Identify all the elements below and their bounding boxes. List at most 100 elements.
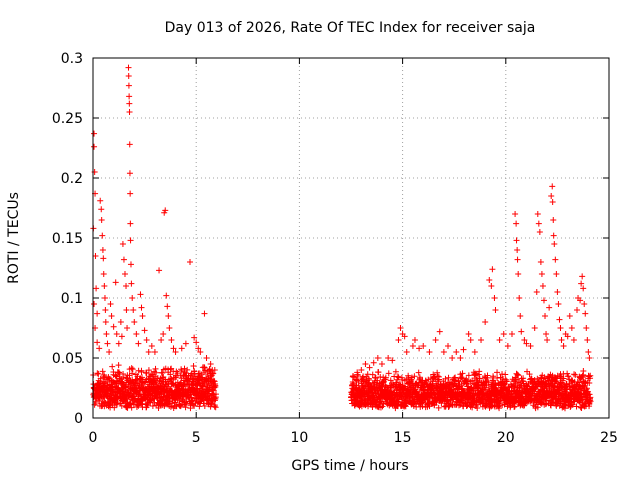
roti-point (148, 343, 155, 349)
roti-point-band (164, 383, 171, 390)
roti-point (489, 266, 496, 273)
plot-frame (92, 57, 610, 419)
roti-point (103, 331, 110, 337)
y-tick-label: 0.25 (52, 111, 83, 127)
roti-point (113, 331, 120, 337)
roti-point (102, 319, 109, 325)
roti-point-band (184, 366, 191, 373)
roti-point-band (369, 371, 376, 378)
roti-point (555, 301, 562, 307)
y-axis-label: ROTI / TECUs (6, 192, 22, 284)
roti-point (557, 325, 564, 331)
roti-point (395, 337, 402, 343)
roti-point (556, 316, 563, 323)
roti-point (106, 349, 113, 355)
roti-point (582, 310, 589, 317)
roti-point (445, 343, 452, 349)
roti-point-band (139, 374, 146, 381)
y-tick-label: 0 (74, 411, 83, 427)
roti-point (156, 267, 163, 274)
roti-point (207, 361, 214, 367)
roti-point-band (95, 370, 102, 377)
roti-point (137, 291, 144, 298)
roti-point (488, 283, 495, 289)
roti-point (460, 346, 467, 353)
roti-point (513, 237, 520, 244)
roti-point (403, 349, 410, 355)
roti-point (457, 355, 464, 361)
roti-point (93, 285, 100, 292)
roti-point (568, 325, 575, 331)
roti-point-band (115, 379, 122, 386)
x-axis-ticks: 0 5 10 15 20 25 (89, 58, 618, 446)
roti-point (440, 349, 447, 355)
roti-point-band (145, 367, 152, 374)
roti-point (552, 256, 559, 263)
roti-point (537, 259, 544, 265)
roti-point (124, 325, 131, 331)
roti-point (518, 328, 525, 335)
roti-point (542, 313, 549, 319)
roti-point-band (387, 377, 394, 384)
roti-point (97, 197, 104, 204)
roti-point-band (138, 368, 145, 375)
roti-point (550, 232, 557, 239)
roti-point (126, 170, 133, 177)
roti-point-band (191, 402, 198, 409)
roti-point-band (375, 369, 382, 376)
roti-point-band (212, 382, 219, 389)
roti-point (426, 349, 433, 355)
roti-point-band (120, 374, 127, 381)
roti-point-band (181, 365, 188, 372)
roti-point (378, 361, 385, 367)
roti-point-band (94, 370, 101, 377)
roti-point-band (148, 371, 155, 378)
roti-point (99, 247, 106, 253)
roti-point (549, 183, 556, 190)
chart-title: Day 013 of 2026, Rate Of TEC Index for r… (165, 20, 536, 36)
roti-point (139, 313, 146, 319)
roti-point-band (202, 367, 209, 374)
roti-point (151, 349, 158, 355)
roti-point (129, 295, 136, 301)
roti-point (584, 337, 591, 343)
roti-point-band (167, 375, 174, 382)
roti-point (187, 259, 194, 265)
roti-point (548, 193, 555, 199)
roti-point (366, 364, 373, 371)
roti-point-band (115, 362, 122, 369)
roti-point (535, 220, 542, 227)
roti-point (362, 361, 369, 367)
roti-point (504, 343, 511, 349)
data-points (90, 64, 594, 412)
x-tick-label: 25 (600, 430, 618, 446)
roti-point-band (372, 375, 379, 382)
roti-point (108, 313, 115, 319)
roti-point-band (209, 370, 216, 377)
roti-point (531, 325, 538, 331)
roti-point (94, 339, 101, 346)
roti-point (432, 337, 439, 343)
roti-point (560, 343, 567, 349)
roti-point (465, 331, 472, 337)
roti-point (131, 319, 138, 325)
roti-point-band (129, 366, 136, 373)
roti-point (118, 333, 125, 340)
roti-point (516, 295, 523, 301)
roti-point (513, 220, 520, 227)
roti-point (138, 304, 145, 311)
roti-point (203, 355, 210, 361)
roti-point (201, 310, 208, 317)
roti-point-band (415, 369, 422, 376)
roti-point (538, 271, 545, 277)
roti-point (581, 301, 588, 307)
roti-point-band (152, 365, 159, 372)
roti-point (96, 345, 103, 352)
roti-point (486, 277, 493, 283)
roti-point-band (382, 374, 389, 381)
roti-point-band (201, 402, 208, 409)
roti-point (512, 211, 519, 217)
roti-point (467, 337, 474, 343)
roti-point-band (380, 400, 387, 407)
roti-point (94, 310, 101, 317)
